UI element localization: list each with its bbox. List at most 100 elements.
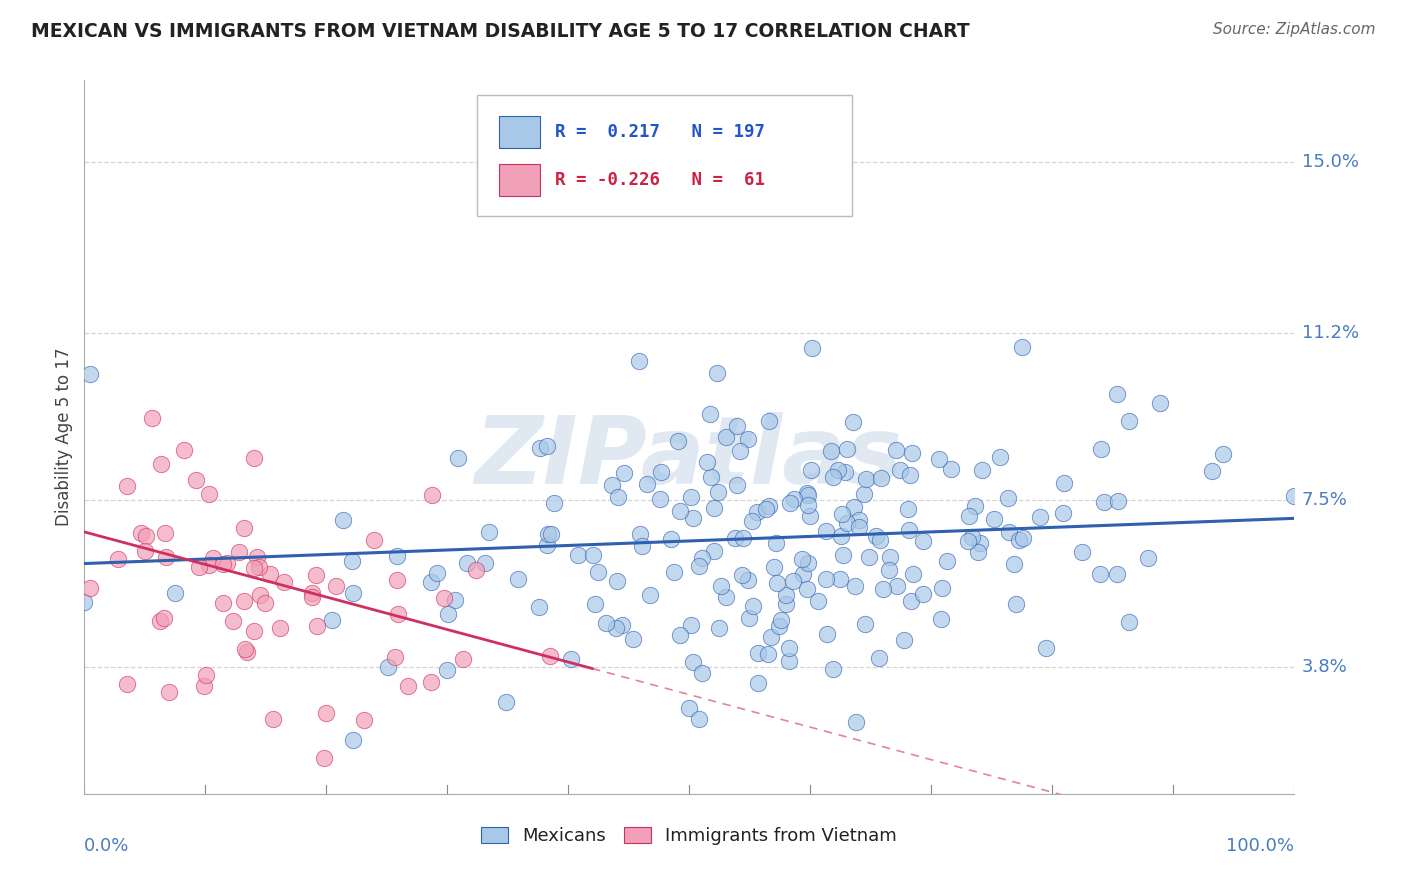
Point bbox=[342, 732, 364, 747]
Point bbox=[844, 579, 866, 593]
Point bbox=[1118, 615, 1140, 630]
Point bbox=[766, 576, 789, 591]
Point bbox=[848, 513, 870, 527]
Point bbox=[1011, 531, 1033, 545]
Point bbox=[1088, 566, 1111, 581]
Point bbox=[627, 354, 650, 368]
Point bbox=[970, 463, 993, 477]
Point bbox=[195, 668, 218, 682]
Point bbox=[610, 618, 633, 632]
Point bbox=[877, 563, 900, 577]
Point bbox=[928, 451, 950, 466]
Point bbox=[495, 695, 517, 709]
Point bbox=[765, 535, 787, 549]
Point bbox=[990, 450, 1012, 464]
Point bbox=[707, 621, 730, 635]
Point bbox=[960, 530, 983, 544]
Point bbox=[451, 652, 474, 666]
Point bbox=[733, 531, 755, 545]
Point bbox=[901, 567, 924, 582]
Point bbox=[1090, 442, 1112, 457]
Point bbox=[835, 442, 858, 456]
Point bbox=[983, 512, 1005, 526]
Point bbox=[342, 586, 364, 600]
Point bbox=[898, 524, 921, 538]
Point bbox=[630, 539, 652, 553]
Point bbox=[115, 677, 138, 691]
Point bbox=[741, 514, 763, 528]
Point bbox=[931, 612, 953, 626]
Text: MEXICAN VS IMMIGRANTS FROM VIETNAM DISABILITY AGE 5 TO 17 CORRELATION CHART: MEXICAN VS IMMIGRANTS FROM VIETNAM DISAB… bbox=[31, 22, 970, 41]
Point bbox=[232, 521, 254, 535]
Point bbox=[790, 552, 813, 566]
Point bbox=[456, 556, 478, 570]
Point bbox=[912, 587, 935, 601]
Point bbox=[420, 574, 443, 589]
Point bbox=[1005, 597, 1028, 611]
Point bbox=[586, 565, 609, 579]
Point bbox=[831, 548, 853, 562]
Point bbox=[79, 581, 101, 595]
Point bbox=[155, 549, 177, 564]
Point bbox=[728, 443, 751, 458]
Point bbox=[681, 617, 703, 632]
Point bbox=[941, 461, 963, 475]
Point bbox=[163, 586, 186, 600]
Text: ZIPatlas: ZIPatlas bbox=[475, 412, 903, 505]
Point bbox=[1052, 506, 1074, 520]
Text: R = -0.226   N =  61: R = -0.226 N = 61 bbox=[555, 171, 765, 189]
Point bbox=[969, 536, 991, 550]
Point bbox=[858, 550, 880, 565]
Point bbox=[1092, 495, 1115, 509]
Point bbox=[807, 594, 830, 608]
Point bbox=[834, 465, 856, 479]
Point bbox=[688, 713, 710, 727]
Point bbox=[623, 632, 645, 646]
Point bbox=[443, 593, 465, 607]
FancyBboxPatch shape bbox=[499, 116, 540, 148]
Point bbox=[465, 563, 488, 577]
Point bbox=[782, 574, 804, 589]
Point bbox=[582, 548, 605, 562]
Point bbox=[868, 650, 890, 665]
Point bbox=[659, 532, 682, 546]
Point bbox=[703, 500, 725, 515]
Point bbox=[193, 680, 215, 694]
Point bbox=[387, 607, 409, 622]
Point bbox=[853, 487, 876, 501]
Y-axis label: Disability Age 5 to 17: Disability Age 5 to 17 bbox=[55, 348, 73, 526]
Point bbox=[474, 556, 496, 570]
Point bbox=[853, 617, 876, 632]
Point bbox=[1105, 566, 1128, 581]
Point bbox=[886, 579, 908, 593]
Point bbox=[1118, 415, 1140, 429]
Point bbox=[747, 646, 769, 660]
Point bbox=[157, 685, 180, 699]
Point bbox=[778, 640, 800, 655]
Point bbox=[821, 470, 844, 484]
Point bbox=[650, 465, 672, 479]
Point bbox=[1282, 489, 1305, 503]
Point bbox=[363, 533, 385, 547]
Point bbox=[770, 613, 793, 627]
Text: 11.2%: 11.2% bbox=[1302, 324, 1360, 343]
Point bbox=[385, 573, 408, 587]
Point bbox=[797, 488, 820, 502]
Point bbox=[1212, 447, 1234, 461]
Text: 3.8%: 3.8% bbox=[1302, 658, 1347, 676]
Point bbox=[149, 614, 172, 628]
Point bbox=[560, 652, 582, 666]
Point bbox=[506, 572, 529, 586]
Point bbox=[1008, 533, 1031, 547]
Point bbox=[848, 520, 870, 534]
Point bbox=[690, 551, 713, 566]
Point bbox=[212, 596, 235, 610]
Point bbox=[831, 507, 853, 521]
Point bbox=[842, 415, 865, 429]
Point bbox=[332, 513, 354, 527]
Point bbox=[426, 566, 449, 580]
Point bbox=[436, 663, 458, 677]
Point bbox=[957, 533, 980, 548]
Point bbox=[763, 559, 786, 574]
Point bbox=[246, 549, 269, 564]
